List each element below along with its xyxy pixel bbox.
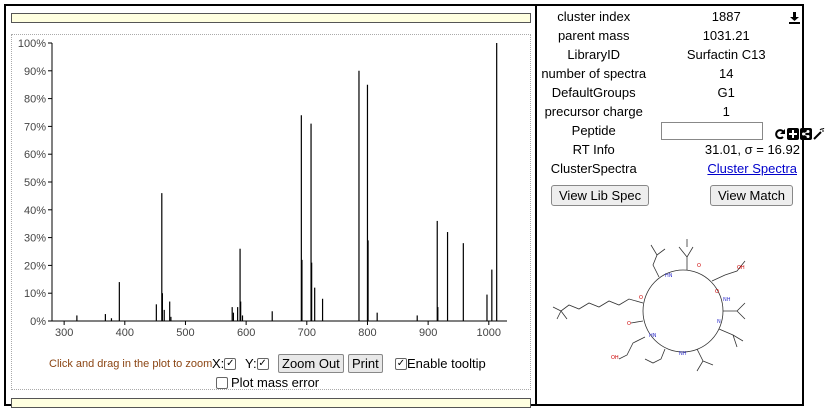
svg-text:OH: OH	[737, 265, 745, 271]
print-button[interactable]: Print	[348, 354, 383, 373]
x-axis-label: X:	[212, 356, 225, 371]
meta-key: LibraryID	[567, 47, 621, 62]
y-tick-label: 30%	[24, 233, 46, 245]
y-tick-label: 60%	[24, 149, 46, 161]
meta-key: parent mass	[557, 28, 630, 43]
x-tick-label: 500	[176, 327, 194, 339]
meta-row: parent mass 1031.21	[537, 26, 802, 45]
x-tick-label: 300	[55, 327, 73, 339]
rt-info-value: 31.01, σ = 16.92	[704, 142, 800, 157]
x-tick-label: 400	[116, 327, 134, 339]
rt-info-label: RT Info	[572, 142, 615, 157]
svg-text:O: O	[639, 295, 643, 301]
x-tick-label: 1000	[477, 327, 501, 339]
viewer-frame: 0% 10% 20% 30% 40% 50% 60% 70% 80% 90% 100% 300 400 5…	[4, 4, 825, 408]
meta-value: 1	[722, 104, 730, 119]
zoom-hint: Click and drag in the plot to zoom	[49, 358, 213, 370]
y-tick-label: 10%	[24, 288, 46, 300]
y-tick-label: 0%	[30, 316, 46, 328]
download-icon[interactable]	[788, 11, 801, 24]
peptide-row: Peptide	[537, 121, 802, 140]
tooltip-label: Enable tooltip	[407, 356, 486, 371]
peptide-label: Peptide	[571, 123, 616, 138]
x-tick-label: 600	[237, 327, 255, 339]
y-tick-label: 70%	[24, 121, 46, 133]
meta-value: 1031.21	[702, 28, 750, 43]
svg-text:O: O	[697, 263, 701, 269]
meta-value: Surfactin C13	[686, 47, 766, 62]
share-icon[interactable]	[800, 128, 812, 140]
molecule-structure-image: OH O OH O O O HN NH N NH HN	[552, 239, 746, 372]
peptide-input[interactable]	[661, 121, 764, 140]
meta-key: precursor charge	[544, 104, 643, 119]
cluster-spectra-label: ClusterSpectra	[550, 161, 637, 176]
y-tick-label: 50%	[24, 177, 46, 189]
y-tick-label: 20%	[24, 260, 46, 272]
x-tick-label: 800	[358, 327, 376, 339]
mass-error-toggle[interactable]: Plot mass error	[216, 375, 319, 390]
bottom-scrollbar[interactable]	[11, 398, 531, 408]
meta-value: G1	[717, 85, 735, 100]
x-tick-label: 900	[419, 327, 437, 339]
y-axis-label: Y:	[245, 356, 257, 371]
y-axis-checkbox[interactable]: ✓	[256, 357, 269, 370]
meta-row: number of spectra 14	[537, 64, 802, 83]
svg-text:O: O	[627, 321, 631, 327]
x-axis-checkbox[interactable]: ✓	[224, 357, 237, 370]
tooltip-checkbox[interactable]: ✓	[395, 357, 407, 370]
mass-error-checkbox[interactable]	[216, 376, 228, 389]
x-tick-label: 700	[298, 327, 316, 339]
meta-key: number of spectra	[541, 66, 647, 81]
peptide-tools	[774, 128, 825, 140]
svg-text:NH: NH	[679, 351, 687, 357]
svg-text:HN: HN	[665, 273, 673, 279]
meta-value: 14	[718, 66, 734, 81]
svg-text:O: O	[715, 289, 719, 295]
meta-value: 1887	[711, 9, 741, 24]
spectrum-chart[interactable]: 0% 10% 20% 30% 40% 50% 60% 70% 80% 90% 100% 300 400 5…	[12, 35, 532, 391]
cluster-spectra-link[interactable]: Cluster Spectra	[707, 161, 797, 176]
refresh-icon[interactable]	[774, 128, 786, 140]
x-axis-toggle[interactable]: X: ✓	[212, 356, 237, 371]
top-scrollbar[interactable]	[11, 13, 531, 23]
tooltip-toggle[interactable]: ✓ Enable tooltip	[395, 356, 486, 371]
y-tick-label: 80%	[24, 94, 46, 106]
svg-text:OH: OH	[611, 355, 619, 361]
spectrum-panel: 0% 10% 20% 30% 40% 50% 60% 70% 80% 90% 100% 300 400 5…	[6, 6, 537, 408]
plot-area[interactable]: 0% 10% 20% 30% 40% 50% 60% 70% 80% 90% 100% 300 400 5…	[11, 34, 531, 390]
svg-text:N: N	[717, 319, 721, 325]
wand-icon[interactable]	[813, 128, 825, 140]
y-tick-label: 100%	[18, 38, 46, 50]
meta-key: cluster index	[557, 9, 631, 24]
plus-icon[interactable]	[787, 128, 799, 140]
svg-text:HN: HN	[649, 333, 657, 339]
rt-info-row: RT Info 31.01, σ = 16.92	[537, 140, 802, 159]
cluster-spectra-row: ClusterSpectra Cluster Spectra	[537, 159, 802, 178]
meta-row: precursor charge 1	[537, 102, 802, 121]
meta-row: DefaultGroups G1	[537, 83, 802, 102]
svg-text:NH: NH	[723, 297, 731, 303]
meta-row: LibraryID Surfactin C13	[537, 45, 802, 64]
y-tick-label: 90%	[24, 66, 46, 78]
metadata-table: cluster index 1887 parent mass 1031.21 Libra…	[537, 7, 802, 178]
y-tick-label: 40%	[24, 205, 46, 217]
view-lib-spec-button[interactable]: View Lib Spec	[551, 185, 650, 206]
meta-row: cluster index 1887	[537, 7, 802, 26]
meta-key: DefaultGroups	[551, 85, 636, 100]
mass-error-label: Plot mass error	[231, 375, 320, 390]
info-panel: cluster index 1887 parent mass 1031.21 Libra…	[537, 6, 825, 404]
view-match-button[interactable]: View Match	[710, 185, 793, 206]
zoom-out-button[interactable]: Zoom Out	[278, 354, 344, 373]
y-axis-toggle[interactable]: Y: ✓	[245, 356, 269, 371]
